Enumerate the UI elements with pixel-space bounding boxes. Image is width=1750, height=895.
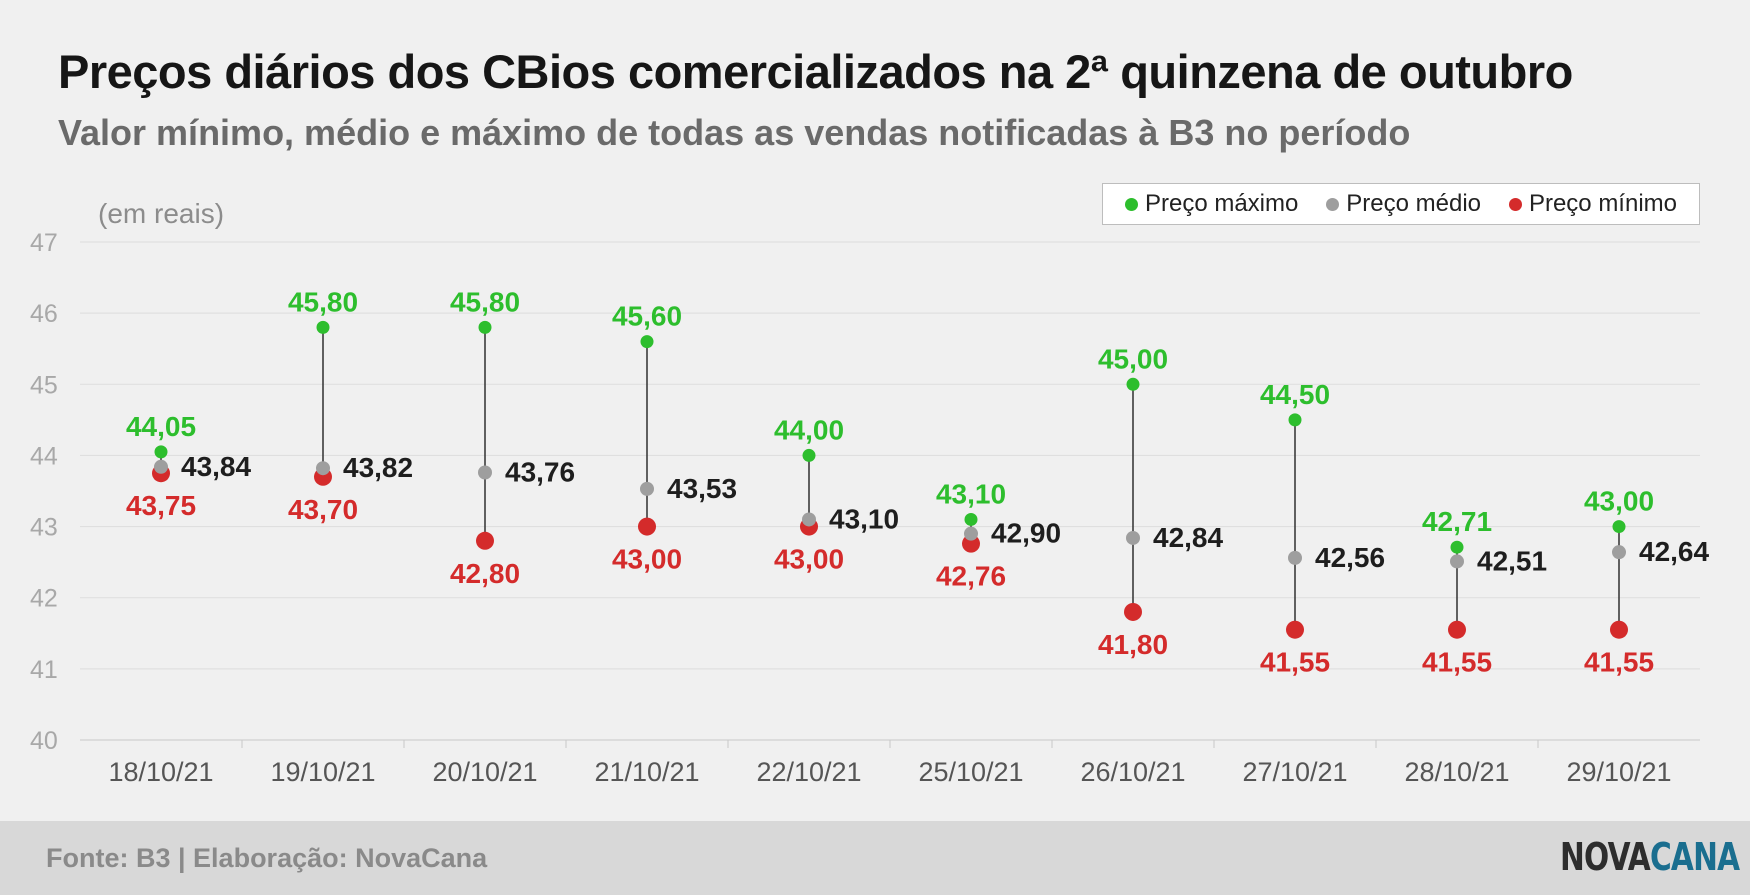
mean-point: [1288, 550, 1302, 565]
x-tick-label: 20/10/21: [432, 757, 537, 787]
min-point: [1610, 620, 1628, 639]
footer-bar: Fonte: B3 | Elaboração: NovaCana NOVACAN…: [0, 821, 1750, 895]
legend-label-max: Preço máximo: [1144, 190, 1299, 217]
max-value-label: 43,10: [936, 478, 1006, 509]
max-value-label: 43,00: [1584, 486, 1654, 517]
max-point: [154, 445, 168, 459]
mean-point: [640, 481, 654, 496]
min-value-label: 43,00: [612, 544, 682, 575]
min-point: [638, 517, 656, 536]
max-point: [1288, 413, 1302, 427]
min-point: [1448, 620, 1466, 639]
mean-value-label: 43,53: [667, 473, 737, 504]
max-value-label: 44,05: [126, 411, 196, 442]
logo-text-cana: CANA: [1649, 835, 1740, 879]
legend-item-min: Preço mínimo: [1508, 190, 1677, 218]
mean-value-label: 43,84: [181, 451, 251, 482]
y-tick-label: 40: [30, 727, 58, 755]
max-value-label: 44,50: [1260, 379, 1330, 410]
max-value-label: 45,60: [612, 301, 682, 332]
y-tick-label: 46: [30, 300, 58, 328]
x-tick-label: 29/10/21: [1566, 757, 1671, 787]
legend-marker-max: [1124, 197, 1138, 211]
legend-label-mean: Preço médio: [1346, 190, 1482, 217]
chart-plot: 40 41 42 43 44 45 46 47 18/10/21 19/10/21 20/10/21…: [30, 229, 1709, 787]
x-tick-label: 18/10/21: [108, 757, 213, 787]
mean-point: [478, 465, 492, 480]
min-value-label: 42,76: [936, 561, 1006, 592]
min-value-label: 41,80: [1098, 629, 1168, 660]
mean-value-label: 43,10: [829, 503, 899, 534]
chart-title: Preços diários dos CBios comercializados…: [58, 45, 1573, 98]
min-value-label: 41,55: [1584, 647, 1654, 678]
mean-point: [1612, 545, 1626, 560]
chart-subtitle: Valor mínimo, médio e máximo de todas as…: [58, 112, 1411, 153]
y-tick-label: 42: [30, 585, 58, 613]
max-value-label: 45,80: [288, 286, 358, 317]
x-tick-label: 28/10/21: [1404, 757, 1509, 787]
mean-value-label: 42,64: [1639, 536, 1709, 567]
legend-item-mean: Preço médio: [1326, 190, 1481, 218]
mean-point: [1126, 530, 1140, 545]
mean-value-label: 42,51: [1477, 545, 1547, 576]
mean-point: [154, 459, 168, 474]
y-axis-unit-label: (em reais): [98, 198, 225, 229]
mean-point: [1450, 554, 1464, 569]
max-point: [316, 320, 330, 334]
x-tick-label: 19/10/21: [270, 757, 375, 787]
mean-value-label: 42,90: [991, 518, 1061, 549]
legend-marker-min: [1508, 197, 1522, 211]
mean-point: [964, 526, 978, 541]
max-value-label: 45,00: [1098, 343, 1168, 374]
mean-point: [802, 512, 816, 527]
min-value-label: 43,75: [126, 490, 196, 521]
min-value-label: 41,55: [1422, 647, 1492, 678]
min-value-label: 41,55: [1260, 647, 1330, 678]
min-value-label: 43,70: [288, 494, 358, 525]
max-value-label: 42,71: [1422, 506, 1492, 537]
chart-legend: Preço máximo Preço médio Preço mínimo: [1102, 183, 1700, 225]
x-tick-label: 22/10/21: [756, 757, 861, 787]
source-credit: Fonte: B3 | Elaboração: NovaCana: [46, 843, 488, 873]
max-value-label: 45,80: [450, 286, 520, 317]
x-tick-label: 21/10/21: [594, 757, 699, 787]
max-point: [640, 335, 654, 349]
min-value-label: 42,80: [450, 558, 520, 589]
legend-marker-mean: [1326, 197, 1340, 211]
y-tick-label: 43: [30, 514, 58, 542]
y-tick-label: 41: [30, 656, 58, 684]
min-point: [1286, 620, 1304, 639]
mean-value-label: 42,84: [1153, 522, 1223, 553]
y-tick-label: 44: [30, 442, 58, 470]
logo-text-nova: NOVA: [1560, 835, 1651, 879]
y-tick-label: 45: [30, 371, 58, 399]
novacana-logo: NOVACANA: [1560, 835, 1740, 879]
x-tick-label: 26/10/21: [1080, 757, 1185, 787]
max-point: [1612, 520, 1626, 534]
max-point: [478, 320, 492, 334]
y-tick-label: 47: [30, 229, 58, 257]
min-point: [1124, 602, 1142, 621]
mean-value-label: 43,82: [343, 452, 413, 483]
max-point: [964, 512, 978, 526]
max-value-label: 44,00: [774, 414, 844, 445]
x-tick-label: 25/10/21: [918, 757, 1023, 787]
legend-item-max: Preço máximo: [1124, 190, 1299, 218]
mean-value-label: 42,56: [1315, 542, 1385, 573]
max-point: [802, 448, 816, 462]
mean-value-label: 43,76: [505, 457, 575, 488]
max-point: [1450, 540, 1464, 554]
max-point: [1126, 377, 1140, 391]
legend-label-min: Preço mínimo: [1528, 190, 1677, 217]
mean-point: [316, 461, 330, 476]
min-point: [962, 534, 980, 553]
min-point: [476, 531, 494, 550]
min-value-label: 43,00: [774, 544, 844, 575]
x-tick-label: 27/10/21: [1242, 757, 1347, 787]
